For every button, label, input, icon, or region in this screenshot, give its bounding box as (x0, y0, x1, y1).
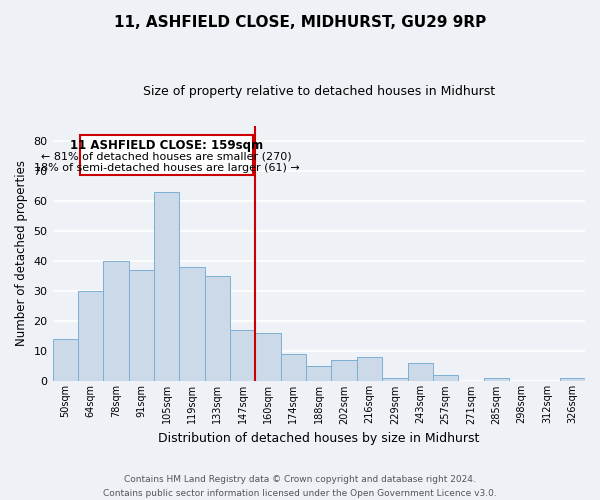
Text: 11, ASHFIELD CLOSE, MIDHURST, GU29 9RP: 11, ASHFIELD CLOSE, MIDHURST, GU29 9RP (114, 15, 486, 30)
Bar (407, 364, 433, 382)
Bar (154, 192, 179, 382)
Bar (103, 261, 128, 382)
Bar (433, 376, 458, 382)
X-axis label: Distribution of detached houses by size in Midhurst: Distribution of detached houses by size … (158, 432, 479, 445)
Bar (205, 276, 230, 382)
FancyBboxPatch shape (80, 134, 253, 175)
Bar (357, 358, 382, 382)
Bar (306, 366, 331, 382)
Bar (78, 291, 103, 382)
Bar (281, 354, 306, 382)
Text: ← 81% of detached houses are smaller (270): ← 81% of detached houses are smaller (27… (41, 151, 292, 161)
Bar (53, 340, 78, 382)
Bar (331, 360, 357, 382)
Bar (560, 378, 585, 382)
Text: Contains HM Land Registry data © Crown copyright and database right 2024.
Contai: Contains HM Land Registry data © Crown c… (103, 476, 497, 498)
Y-axis label: Number of detached properties: Number of detached properties (15, 160, 28, 346)
Bar (256, 333, 281, 382)
Title: Size of property relative to detached houses in Midhurst: Size of property relative to detached ho… (143, 85, 495, 98)
Bar (179, 267, 205, 382)
Bar (484, 378, 509, 382)
Bar (230, 330, 256, 382)
Text: 18% of semi-detached houses are larger (61) →: 18% of semi-detached houses are larger (… (34, 163, 299, 173)
Bar (382, 378, 407, 382)
Text: 11 ASHFIELD CLOSE: 159sqm: 11 ASHFIELD CLOSE: 159sqm (70, 139, 263, 152)
Bar (128, 270, 154, 382)
